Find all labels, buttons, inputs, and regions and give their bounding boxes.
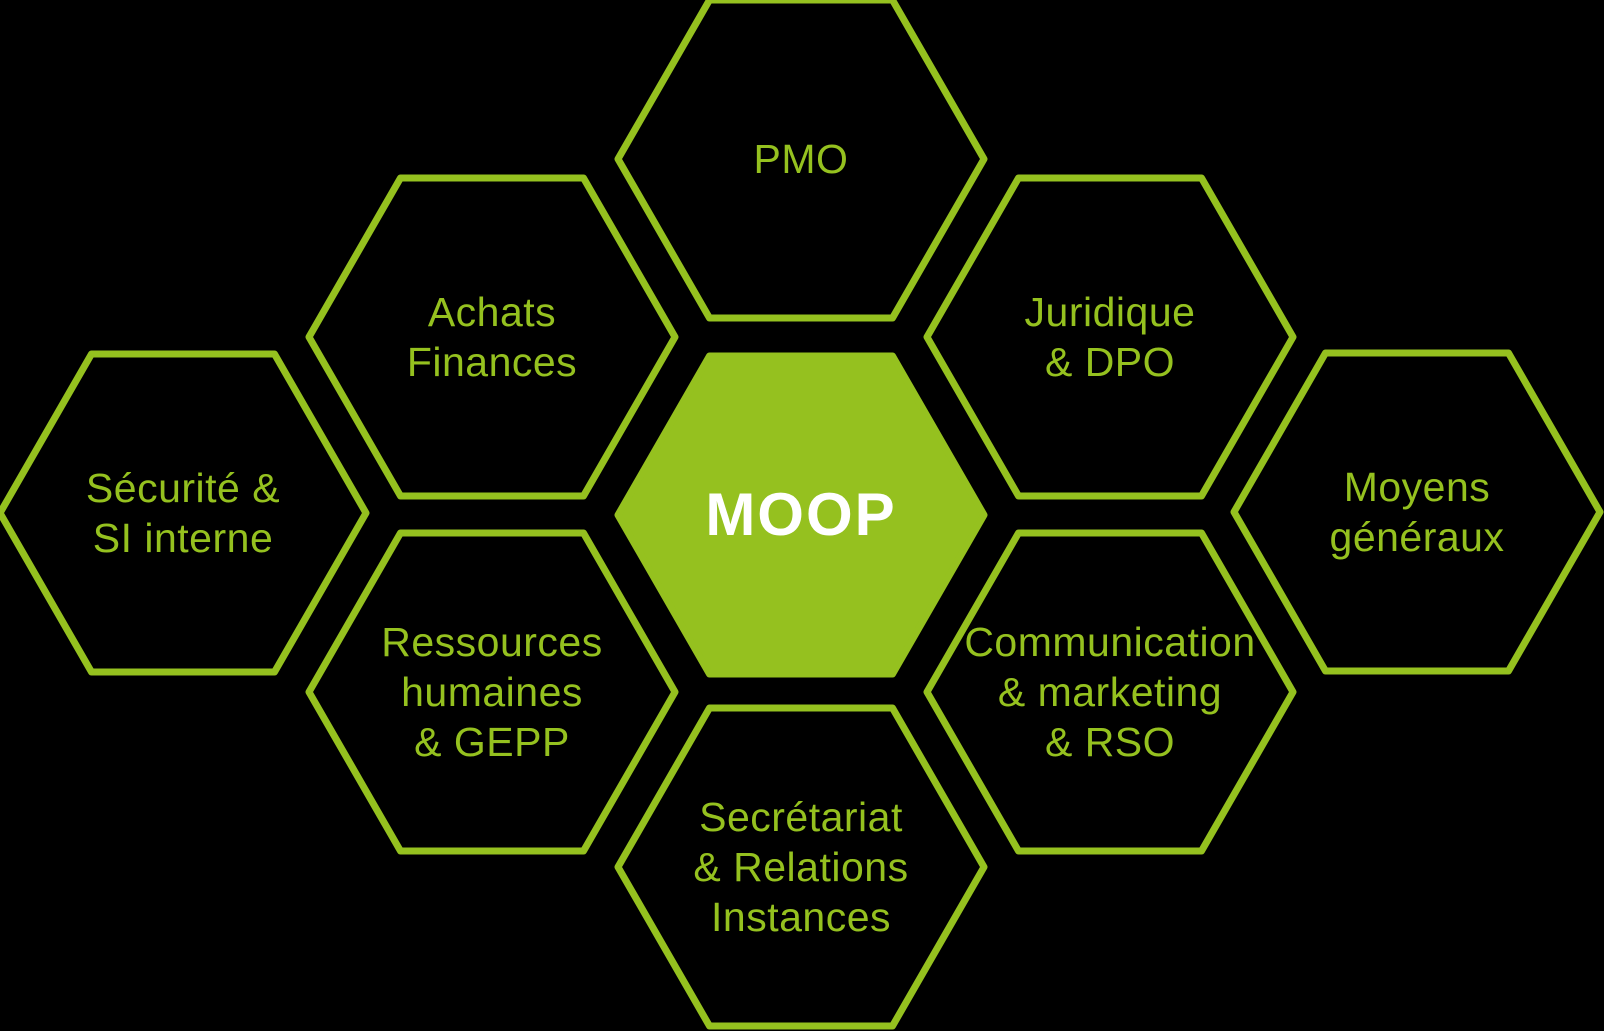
label-line: Communication [964, 619, 1256, 665]
hexagon-outline [1230, 349, 1604, 675]
hexagon-outline [614, 0, 988, 322]
hex-cell-ressources-humaines-gepp-label: Ressources humaines & GEPP [304, 528, 680, 856]
hex-cell-communication-marketing-rso-label: Communication & marketing & RSO [922, 528, 1298, 856]
label-line: MOOP [705, 481, 897, 548]
label-line: & RSO [1044, 719, 1176, 765]
label-line: & Relations [693, 844, 909, 890]
hexagon-outline [0, 350, 370, 676]
label-line: Sécurité & [85, 465, 281, 511]
label-line: Instances [711, 894, 891, 940]
label-line: Moyens [1343, 464, 1491, 510]
hex-cell-securite-si-interne-label: Sécurité & SI interne [0, 349, 371, 677]
hex-cell-secretariat-relations-instances: Secrétariat & Relations Instances [613, 703, 989, 1031]
label-line: Ressources [381, 619, 603, 665]
hex-cell-secretariat-relations-instances-label: Secrétariat & Relations Instances [613, 703, 989, 1031]
hexagon-filled [614, 352, 988, 678]
hexagon-outline [923, 174, 1297, 500]
hex-cell-pmo: PMO [613, 0, 989, 323]
hexagon-outline [305, 529, 679, 855]
hex-cell-moop-label: MOOP [613, 351, 989, 679]
label-line: humaines [401, 669, 583, 715]
hex-cell-achats-finances-label: Achats Finances [304, 173, 680, 501]
hex-cell-securite-si-interne: Sécurité & SI interne [0, 349, 371, 677]
hexagon-outline [305, 174, 679, 500]
label-line: PMO [753, 136, 849, 182]
label-line: SI interne [92, 515, 274, 561]
hex-cell-communication-marketing-rso: Communication & marketing & RSO [922, 528, 1298, 856]
label-line: Achats [427, 289, 557, 335]
label-line: Secrétariat [699, 794, 903, 840]
label-line: & marketing [997, 669, 1223, 715]
hex-cell-ressources-humaines-gepp: Ressources humaines & GEPP [304, 528, 680, 856]
hex-cell-moyens-generaux-label: Moyens généraux [1229, 348, 1604, 676]
label-line: & GEPP [414, 719, 570, 765]
label-line: & DPO [1044, 339, 1176, 385]
hexagon-outline [614, 704, 988, 1030]
hex-cell-achats-finances: Achats Finances [304, 173, 680, 501]
label-line: généraux [1329, 514, 1505, 560]
hex-cell-moyens-generaux: Moyens généraux [1229, 348, 1604, 676]
label-line: Finances [406, 339, 578, 385]
hexagon-outline [923, 529, 1297, 855]
hex-cell-pmo-label: PMO [613, 0, 989, 323]
hex-cell-moop-center: MOOP [613, 351, 989, 679]
label-line: Juridique [1024, 289, 1196, 335]
hex-cell-juridique-dpo: Juridique & DPO [922, 173, 1298, 501]
hex-cell-juridique-dpo-label: Juridique & DPO [922, 173, 1298, 501]
